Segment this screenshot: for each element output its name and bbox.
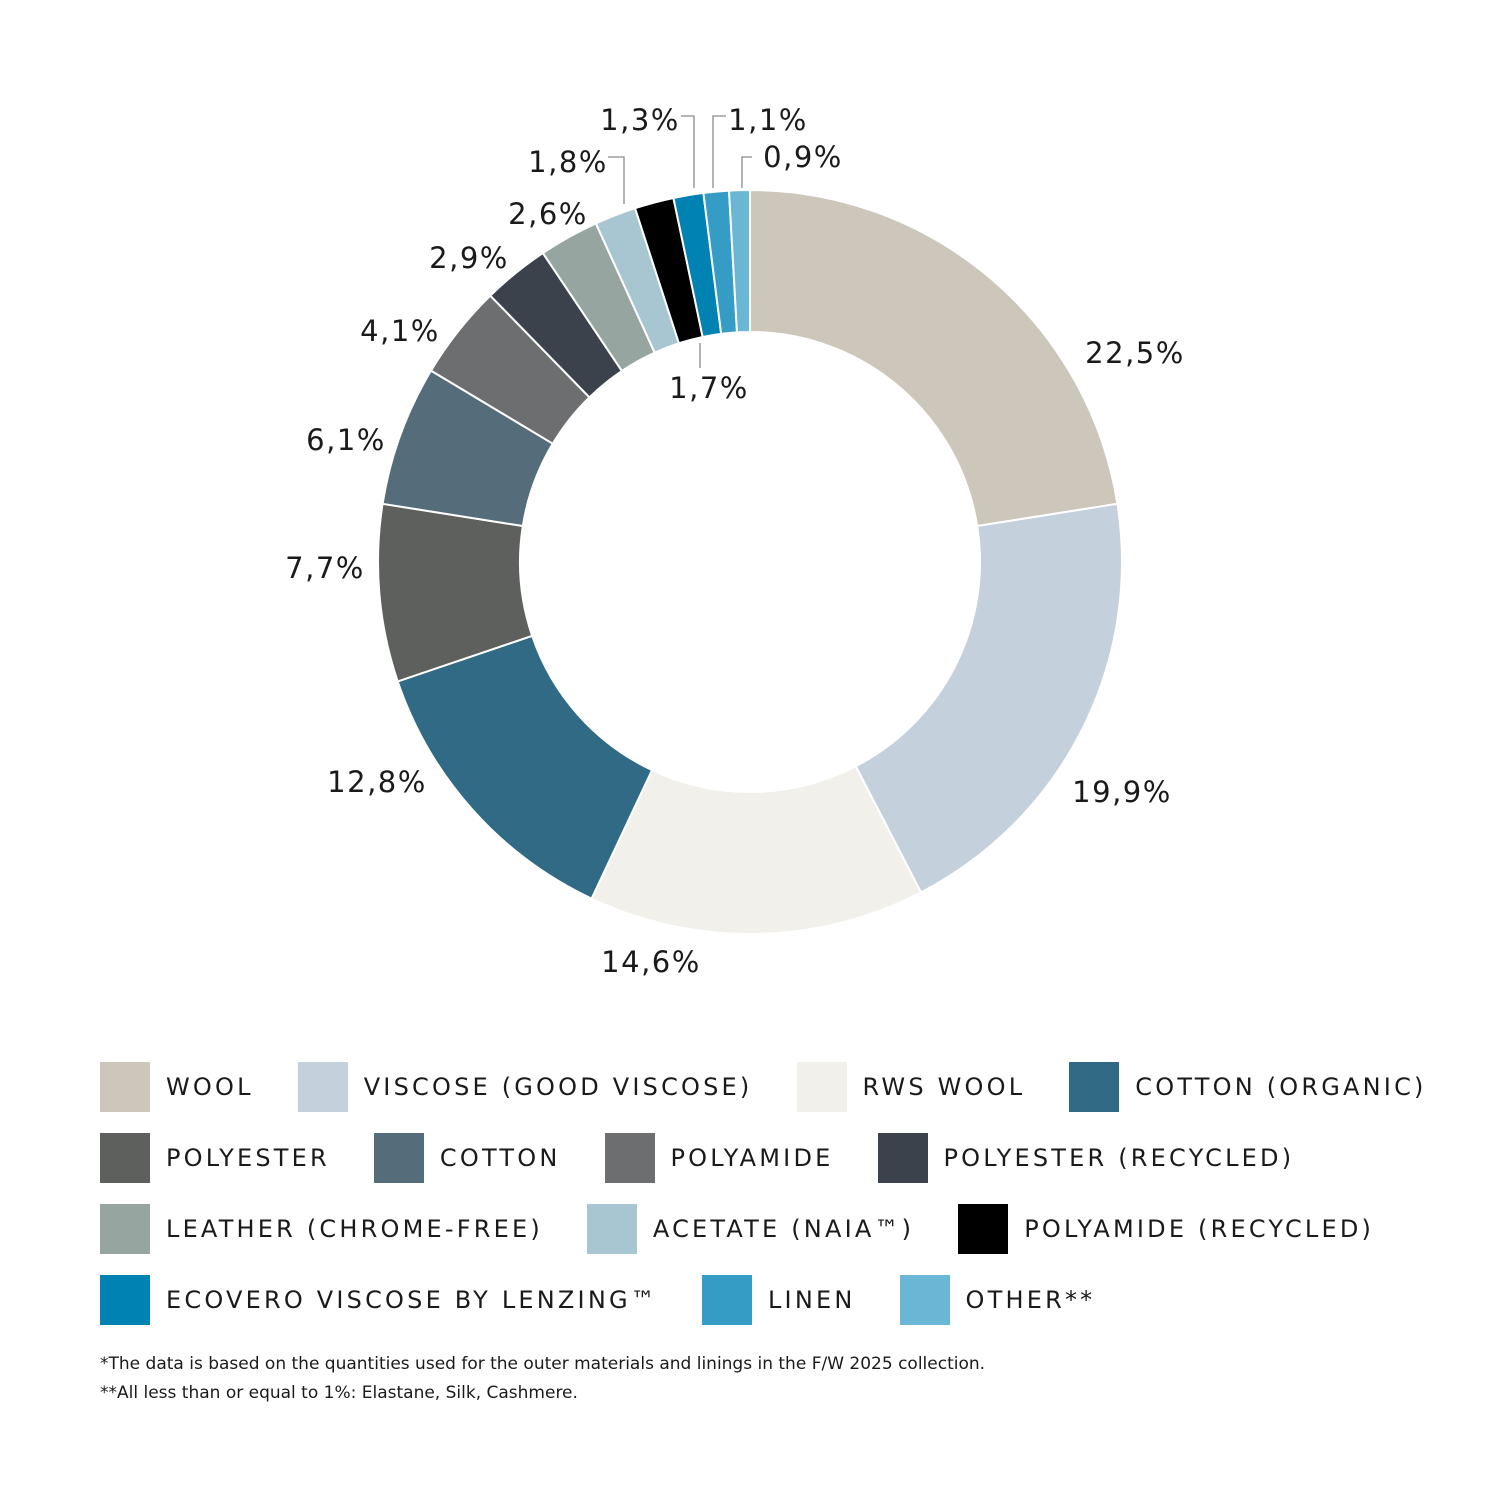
legend-swatch [100,1204,150,1254]
legend-label: POLYAMIDE (RECYCLED) [1024,1215,1375,1243]
legend-label: POLYESTER [166,1144,330,1172]
legend-swatch [373,1133,424,1183]
leader-line-other [741,156,752,188]
legend-label: COTTON [439,1144,561,1172]
data-label-polyamide-recycled: 1,7% [669,371,749,405]
data-label-acetate-naia: 1,8% [528,145,608,179]
data-label-rws-wool: 14,6% [601,945,701,979]
legend-swatch [1069,1062,1120,1112]
legend-item-acetate-naia: ACETATE (NAIA™) [586,1204,915,1254]
data-label-polyamide: 4,1% [360,314,440,348]
legend-item-cotton-organic: COTTON (ORGANIC) [1069,1062,1426,1112]
footnote-data-basis: *The data is based on the quantities use… [100,1354,986,1374]
legend-swatch [586,1204,637,1254]
leader-line-ecovero-viscose-by-lenzing [681,115,695,188]
data-label-wool: 22,5% [1085,336,1185,370]
legend-label: OTHER** [965,1286,1096,1314]
legend-label: WOOL [166,1073,254,1101]
legend-item-viscose-good-viscose: VISCOSE (GOOD VISCOSE) [297,1062,753,1112]
legend-swatch [100,1275,150,1325]
legend-item-polyamide: POLYAMIDE [604,1133,834,1183]
legend-item-polyamide-recycled: POLYAMIDE (RECYCLED) [958,1204,1374,1254]
leader-line-linen [712,115,726,188]
footnote-other-materials: **All less than or equal to 1%: Elastane… [100,1383,578,1403]
legend-item-polyester-recycled: POLYESTER (RECYCLED) [877,1133,1295,1183]
legend-swatch [877,1133,928,1183]
legend-row-1: WOOL VISCOSE (GOOD VISCOSE) RWS WOOL COT… [100,1062,1471,1112]
legend-label: VISCOSE (GOOD VISCOSE) [363,1073,753,1101]
legend-item-cotton: COTTON [373,1133,561,1183]
data-label-leather-chrome-free: 2,6% [508,197,588,231]
legend-swatch [899,1275,950,1325]
legend-label: POLYAMIDE [670,1144,834,1172]
legend-row-2: POLYESTER COTTON POLYAMIDE POLYESTER (RE… [100,1133,1338,1183]
legend-item-ecovero-viscose: ECOVERO VISCOSE BY LENZING™ [100,1275,658,1325]
slice-other [727,188,751,334]
legend-swatch [100,1062,150,1112]
legend-label: COTTON (ORGANIC) [1135,1073,1427,1101]
legend-item-linen: LINEN [701,1275,856,1325]
data-label-viscose-good-viscose: 19,9% [1072,775,1172,809]
slice-rws-wool [590,764,923,935]
legend-swatch [796,1062,847,1112]
legend-row-3: LEATHER (CHROME-FREE) ACETATE (NAIA™) PO… [100,1204,1418,1254]
data-label-polyester: 7,7% [285,551,365,585]
data-label-other: 0,9% [763,140,843,174]
legend-item-leather-chrome-free: LEATHER (CHROME-FREE) [100,1204,543,1254]
slice-viscose-good-viscose [854,502,1123,894]
data-label-linen: 1,1% [728,103,808,137]
data-label-polyester-recycled: 2,9% [429,241,509,275]
slice-wool [749,188,1119,528]
data-label-ecovero-viscose-by-lenzing: 1,3% [600,103,680,137]
legend-item-wool: WOOL [100,1062,254,1112]
donut-chart: 22,5% 19,9% 14,6% 12,8% 7,7% 6,1% 4,1% 2,9% 2,6%… [285,103,1185,979]
legend-label: POLYESTER (RECYCLED) [943,1144,1295,1172]
leader-line-acetate-naia [608,156,625,204]
legend-label: RWS WOOL [862,1073,1026,1101]
legend-label: LINEN [767,1286,856,1314]
legend-label: LEATHER (CHROME-FREE) [166,1215,543,1243]
legend-row-4: ECOVERO VISCOSE BY LENZING™ LINEN OTHER*… [100,1275,1139,1325]
legend-label: ECOVERO VISCOSE BY LENZING™ [166,1286,658,1314]
legend-item-rws-wool: RWS WOOL [796,1062,1026,1112]
legend-swatch [701,1275,752,1325]
legend-label: ACETATE (NAIA™) [652,1215,915,1243]
legend-swatch [958,1204,1009,1254]
legend-swatch [297,1062,348,1112]
legend-swatch [100,1133,150,1183]
legend-item-other: OTHER** [899,1275,1096,1325]
legend-item-polyester: POLYESTER [100,1133,330,1183]
legend-swatch [604,1133,655,1183]
data-label-cotton: 6,1% [306,423,386,457]
data-label-cotton-organic: 12,8% [327,765,427,799]
